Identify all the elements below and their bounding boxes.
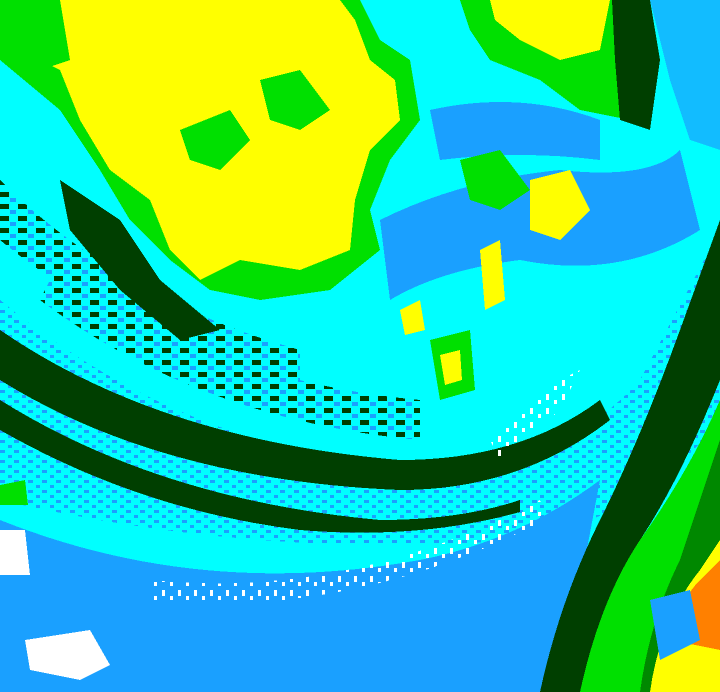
image-layers — [0, 0, 720, 692]
page — [0, 0, 720, 692]
false-color-image — [0, 0, 720, 692]
